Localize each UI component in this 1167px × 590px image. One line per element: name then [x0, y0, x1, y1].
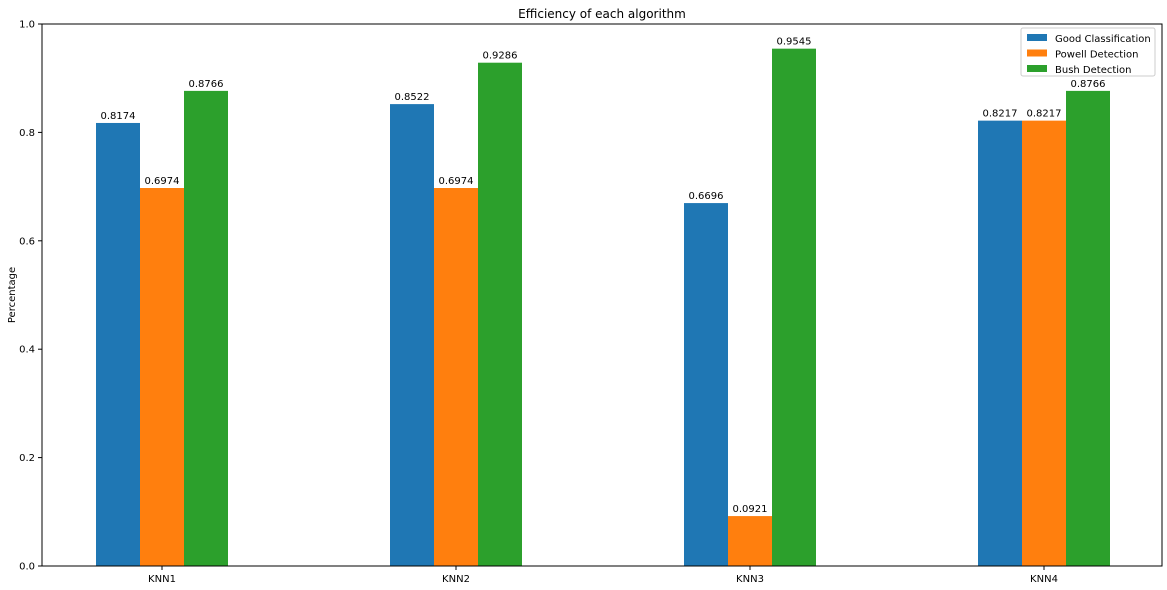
- y-tick-label: 0.8: [19, 128, 35, 139]
- plot-area: 0.0 0.2 0.4 0.6 0.8 1.0 0.8174 0.6974 0.8766 KNN1…: [19, 20, 1163, 585]
- y-axis-label: Percentage: [7, 267, 18, 323]
- y-tick-label: 0.0: [19, 562, 35, 573]
- bar: [184, 90, 228, 566]
- x-tick-label: KNN2: [442, 574, 470, 585]
- legend-label: Good Classification: [1055, 34, 1151, 45]
- bar: [684, 203, 728, 567]
- legend-swatch: [1027, 34, 1047, 41]
- bar: [390, 104, 434, 566]
- data-label: 0.9545: [777, 37, 812, 48]
- legend-swatch: [1027, 65, 1047, 72]
- data-label: 0.6696: [689, 191, 724, 202]
- data-label: 0.8522: [395, 92, 430, 103]
- y-tick-label: 1.0: [19, 20, 35, 31]
- chart-title: Efficiency of each algorithm: [518, 7, 686, 21]
- y-tick-label: 0.6: [19, 236, 35, 247]
- bar: [434, 188, 478, 566]
- data-label: 0.6974: [439, 176, 474, 187]
- legend: Good Classification Powell Detection Bush …: [1020, 27, 1156, 77]
- bar: [1066, 90, 1110, 566]
- data-label: 0.9286: [483, 51, 518, 62]
- plot-frame: [41, 23, 1163, 567]
- data-label: 0.8217: [1027, 109, 1062, 120]
- bar: [96, 122, 140, 566]
- y-tick-label: 0.2: [19, 453, 35, 464]
- legend-label: Bush Detection: [1055, 65, 1132, 76]
- bar: [140, 188, 184, 566]
- bar: [728, 516, 772, 566]
- data-label: 0.8766: [189, 79, 224, 90]
- x-tick-label: KNN1: [148, 574, 176, 585]
- y-tick-label: 0.4: [19, 345, 35, 356]
- data-label: 0.8766: [1071, 79, 1106, 90]
- data-label: 0.0921: [733, 504, 768, 515]
- bar: [978, 120, 1022, 566]
- data-label: 0.6974: [145, 176, 180, 187]
- data-label: 0.8217: [983, 109, 1018, 120]
- legend-swatch: [1027, 49, 1047, 57]
- bar: [478, 62, 522, 567]
- x-tick-label: KNN4: [1030, 574, 1058, 585]
- bar: [772, 48, 816, 566]
- bar: [1022, 120, 1066, 566]
- x-tick-label: KNN3: [736, 574, 764, 585]
- data-label: 0.8174: [101, 111, 136, 122]
- legend-label: Powell Detection: [1055, 50, 1138, 61]
- legend-box: [1020, 27, 1156, 77]
